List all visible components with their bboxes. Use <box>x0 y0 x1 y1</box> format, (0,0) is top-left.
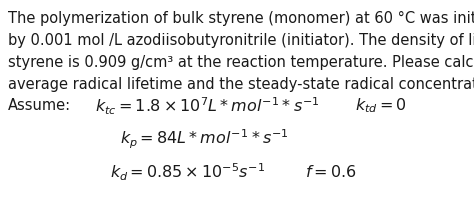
Text: The polymerization of bulk styrene (monomer) at 60 °C was initiated: The polymerization of bulk styrene (mono… <box>8 11 474 26</box>
Text: $k_{p} = 84L*mol^{-1}*s^{-1}$: $k_{p} = 84L*mol^{-1}*s^{-1}$ <box>120 127 289 151</box>
Text: $k_{d} = 0.85\times10^{-5}s^{-1}$: $k_{d} = 0.85\times10^{-5}s^{-1}$ <box>110 161 265 183</box>
Text: styrene is 0.909 g/cm³ at the reaction temperature. Please calculate the: styrene is 0.909 g/cm³ at the reaction t… <box>8 55 474 70</box>
Text: Assume:: Assume: <box>8 99 71 114</box>
Text: by 0.001 mol /L azodiisobutyronitrile (initiator). The density of liquid: by 0.001 mol /L azodiisobutyronitrile (i… <box>8 33 474 48</box>
Text: average radical lifetime and the steady-state radical concentration.: average radical lifetime and the steady-… <box>8 77 474 92</box>
Text: $k_{td} = 0$: $k_{td} = 0$ <box>355 97 407 115</box>
Text: $k_{tc} = 1.8\times10^{7}L*mol^{-1}*s^{-1}$: $k_{tc} = 1.8\times10^{7}L*mol^{-1}*s^{-… <box>95 95 319 117</box>
Text: $f = 0.6$: $f = 0.6$ <box>305 164 356 180</box>
